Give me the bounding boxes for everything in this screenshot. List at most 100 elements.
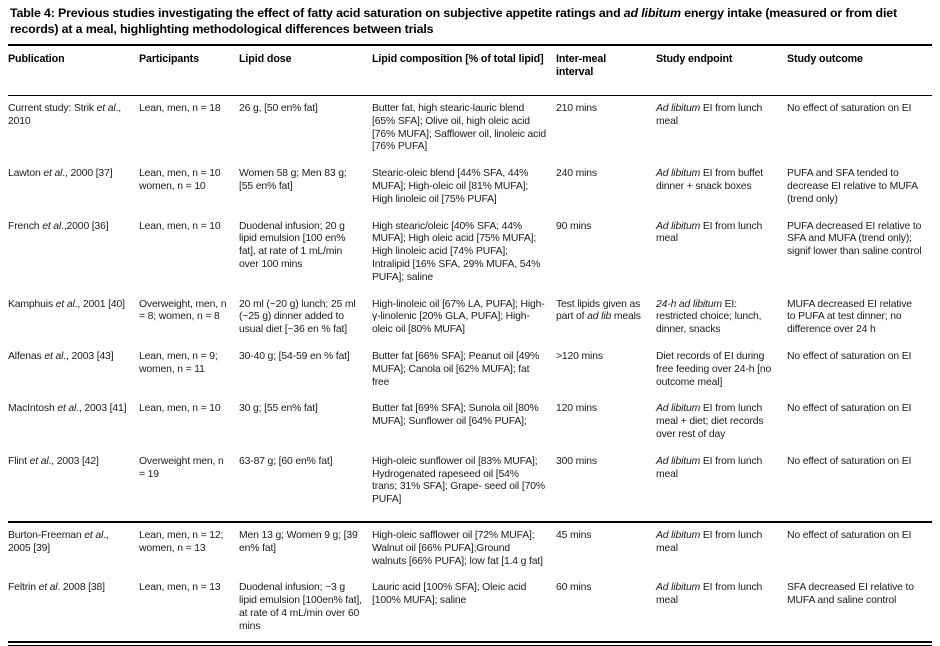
cell-lipid_dose: 30 g; [55 en% fat] <box>239 396 372 448</box>
text-segment: Lean, men, n = 18 <box>139 103 221 114</box>
text-segment: 26 g, [50 en% fat] <box>239 103 318 114</box>
cell-inter_meal_interval: 210 mins <box>556 96 656 162</box>
cell-study_endpoint: Ad libitum EI from lunch meal <box>656 575 787 643</box>
text-segment: Butter fat, high stearic-lauric blend [6… <box>372 103 546 153</box>
cell-study_endpoint: Ad libitum EI from lunch meal <box>656 520 787 576</box>
text-segment: Butter fat [66% SFA]; Peanut oil [49% MU… <box>372 350 540 388</box>
studies-table: Publication Participants Lipid dose Lipid c… <box>8 44 932 643</box>
text-segment: No effect of saturation on EI <box>787 455 912 467</box>
cell-study_endpoint: Ad libitum EI from buffet dinner + snack… <box>656 161 787 213</box>
table-caption: Table 4: Previous studies investigating … <box>8 5 938 44</box>
text-segment: Ad libitum <box>656 529 701 541</box>
cell-inter_meal_interval: 45 mins <box>556 520 656 576</box>
text-segment: Stearic-oleic blend [44% SFA, 44% MUFA];… <box>372 168 529 205</box>
text-segment: et al <box>29 455 49 467</box>
cell-publication: Flint et al., 2003 [42] <box>8 449 139 522</box>
cell-study_outcome: No effect of saturation on EI <box>787 344 932 396</box>
text-segment: meals <box>611 311 641 323</box>
text-segment: 120 mins <box>556 403 597 415</box>
table-row: Feltrin et al. 2008 [38] Lean, men, n = 1… <box>8 575 932 643</box>
text-segment: Ad libitum <box>656 168 701 180</box>
column-header-study_endpoint: Study endpoint <box>656 44 787 96</box>
cell-publication: MacIntosh et al., 2003 [41] <box>8 396 139 448</box>
cell-study_outcome: MUFA decreased EI relative to PUFA at te… <box>787 292 932 344</box>
text-segment: 45 mins <box>556 529 592 541</box>
cell-inter_meal_interval: 240 mins <box>556 161 656 213</box>
column-header-lipid_composition: Lipid composition [% of total lipid] <box>372 44 556 96</box>
text-segment: EI from lunch meal <box>656 582 763 607</box>
cell-lipid_dose: Duodenal infusion; 20 g lipid emulsion [… <box>239 214 372 292</box>
text-segment: Ad libitum <box>656 403 701 415</box>
text-segment: Current study: Strik <box>8 103 97 114</box>
column-header-participants: Participants <box>139 44 239 96</box>
cell-inter_meal_interval: 60 mins <box>556 575 656 643</box>
text-segment: Flint <box>8 455 30 467</box>
text-segment: et al <box>96 103 116 114</box>
text-segment: Table 4: Previous studies investigating … <box>10 6 624 20</box>
cell-participants: Lean, men, n = 10 <box>139 396 239 448</box>
text-segment: ., 2001 [40] <box>74 298 125 310</box>
text-segment: Duodenal infusion; ~3 g lipid emulsion [… <box>239 582 362 632</box>
text-segment: et al <box>42 220 62 232</box>
cell-participants: Lean, men, n = 10 <box>139 214 239 292</box>
cell-participants: Lean, men, n = 18 <box>139 96 239 162</box>
cell-publication: Kamphuis et al., 2001 [40] <box>8 292 139 344</box>
text-segment: >120 mins <box>556 350 603 362</box>
cell-lipid_composition: Lauric acid [100% SFA]; Oleic acid [100%… <box>372 575 556 643</box>
table-bottom-rule <box>8 643 932 646</box>
text-segment: No effect of saturation on EI <box>787 403 912 415</box>
text-segment: ., 2003 [43] <box>63 350 114 362</box>
text-segment: Overweight men, n = 19 <box>139 455 224 480</box>
text-segment: No effect of saturation on EI <box>787 103 912 114</box>
text-segment: Feltrin <box>8 582 39 594</box>
cell-participants: Lean, men, n = 13 <box>139 575 239 643</box>
header-row: Publication Participants Lipid dose Lipid c… <box>8 44 932 96</box>
cell-study_outcome: PUFA and SFA tended to decrease EI relat… <box>787 161 932 213</box>
text-segment: et al <box>84 529 104 541</box>
table-row: French et al.,2000 [36] Lean, men, n = 10… <box>8 214 932 292</box>
text-segment: 90 mins <box>556 220 592 232</box>
text-segment: ., 2005 [39] <box>8 529 109 554</box>
text-segment: Lauric acid [100% SFA]; Oleic acid [100%… <box>372 582 527 607</box>
text-segment: Lawton <box>8 168 44 180</box>
text-segment: EI from lunch meal <box>656 455 763 480</box>
text-segment: No effect of saturation on EI <box>787 529 912 541</box>
text-segment: MUFA decreased EI relative to PUFA at te… <box>787 298 912 336</box>
text-segment: High-linoleic oil [67% LA, PUFA]; High-γ… <box>372 298 545 336</box>
cell-publication: Burton-Freeman et al., 2005 [39] <box>8 520 139 576</box>
cell-study_endpoint: 24-h ad libitum EI: restricted choice; l… <box>656 292 787 344</box>
text-segment: 210 mins <box>556 103 597 114</box>
cell-study_outcome: No effect of saturation on EI <box>787 520 932 576</box>
table-row: Kamphuis et al., 2001 [40] Overweight, me… <box>8 292 932 344</box>
cell-lipid_dose: Men 13 g; Women 9 g; [39 en% fat] <box>239 520 372 576</box>
text-segment: Butter fat [69% SFA]; Sunola oil [80% MU… <box>372 403 539 428</box>
text-segment: PUFA and SFA tended to decrease EI relat… <box>787 168 918 205</box>
text-segment: . 2008 [38] <box>57 582 105 594</box>
text-segment: Alfenas <box>8 350 45 362</box>
text-segment: Burton-Freeman <box>8 529 85 541</box>
text-segment: Lean, men, n = 10 <box>139 403 221 415</box>
cell-inter_meal_interval: Test lipids given as part of ad lib meal… <box>556 292 656 344</box>
text-segment: French <box>8 220 43 232</box>
text-segment: Overweight, men, n = 8; women, n = 8 <box>139 298 227 323</box>
cell-lipid_composition: High-oleic sunflower oil [83% MUFA]; Hyd… <box>372 449 556 522</box>
text-segment: EI from lunch meal <box>656 529 763 554</box>
text-segment: High stearic/oleic [40% SFA; 44% MUFA]; … <box>372 220 541 283</box>
text-segment: PUFA decreased EI relative to SFA and MU… <box>787 220 922 258</box>
cell-lipid_composition: Butter fat [66% SFA]; Peanut oil [49% MU… <box>372 344 556 396</box>
text-segment: MacIntosh <box>8 403 58 415</box>
table-row: Lawton et al., 2000 [37] Lean, men, n = 1… <box>8 161 932 213</box>
text-segment: 30-40 g; [54-59 en % fat] <box>239 350 350 362</box>
text-segment: 20 ml (~20 g) lunch; 25 ml (~25 g) dinne… <box>239 298 356 336</box>
text-segment: EI from buffet dinner + snack boxes <box>656 168 763 192</box>
column-header-study_outcome: Study outcome <box>787 44 932 96</box>
cell-study_outcome: No effect of saturation on EI <box>787 396 932 448</box>
cell-inter_meal_interval: 120 mins <box>556 396 656 448</box>
cell-publication: Current study: Strik et al., 2010 <box>8 96 139 162</box>
text-segment: EI from lunch meal + diet; diet records … <box>656 403 764 440</box>
table-body: Current study: Strik et al., 2010 Lean, m… <box>8 96 932 643</box>
text-segment: Women 58 g; Men 83 g; [55 en% fat] <box>239 168 347 192</box>
text-segment: No effect of saturation on EI <box>787 350 912 362</box>
table-row: Burton-Freeman et al., 2005 [39] Lean, me… <box>8 520 932 576</box>
text-segment: EI from lunch meal <box>656 220 763 245</box>
